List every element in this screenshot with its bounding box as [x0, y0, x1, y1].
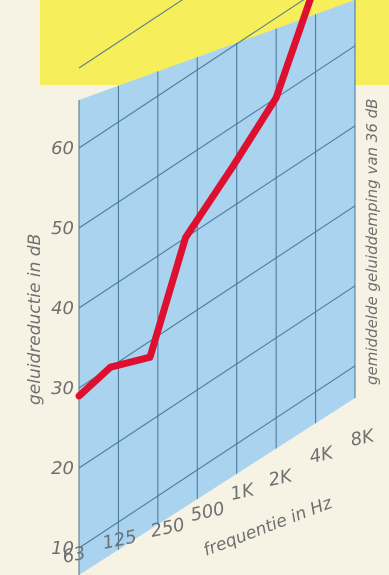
x-tick-label: 2K — [267, 465, 295, 491]
y-tick-labels: 10 20 30 40 50 60 — [51, 138, 74, 559]
y-tick-label: 60 — [51, 138, 74, 159]
y-tick-label: 20 — [51, 458, 74, 479]
chart-panel — [79, 0, 355, 575]
grid-horizontal-line — [78, 0, 305, 149]
x-tick-label: 1K — [229, 479, 257, 505]
grid-horizontal-line — [78, 365, 356, 549]
y-tick-label: 40 — [51, 298, 74, 319]
x-tick-label: 63 — [61, 543, 88, 568]
grid-horizontal-line — [78, 285, 356, 469]
x-tick-label: 4K — [308, 442, 336, 468]
y-tick-label: 10 — [51, 538, 74, 559]
grid-horizontal-line — [78, 205, 356, 389]
side-label: gemiddelde geluiddemping van 36 dB — [363, 99, 381, 385]
y-tick-label: 30 — [51, 378, 74, 399]
grid-horizontal-line — [78, 0, 184, 69]
x-tick-label: 8K — [349, 425, 377, 451]
y-tick-label: 50 — [51, 218, 74, 239]
grid-horizontal-line — [78, 125, 356, 309]
grid-horizontal-line — [78, 45, 356, 229]
data-line — [75, 0, 314, 400]
y-axis-label: geluidreductie in dB — [25, 234, 45, 405]
